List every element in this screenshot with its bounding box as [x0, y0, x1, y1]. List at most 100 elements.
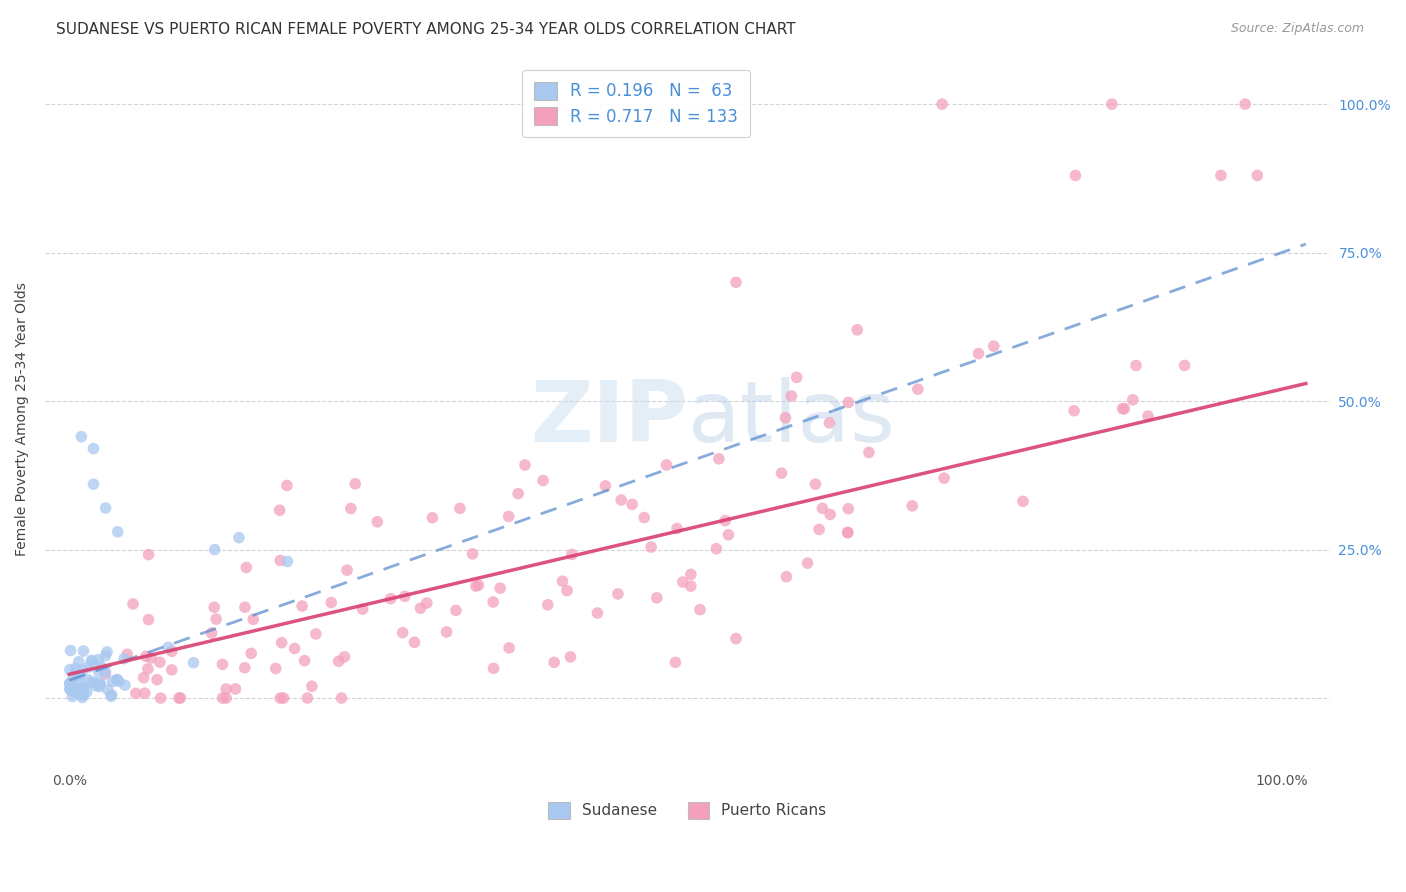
Point — [1012, 494, 1035, 508]
Point — [664, 656, 686, 670]
Point — [679, 567, 702, 582]
Point — [967, 346, 990, 360]
Point — [136, 662, 159, 676]
Point — [89, 680, 111, 694]
Point — [72, 644, 94, 658]
Point — [508, 486, 530, 500]
Point — [80, 654, 103, 668]
Text: Source: ZipAtlas.com: Source: ZipAtlas.com — [1230, 22, 1364, 36]
Point — [837, 525, 859, 540]
Point — [63, 681, 86, 695]
Point — [775, 570, 797, 584]
Point — [82, 442, 104, 456]
Point — [344, 476, 367, 491]
Point — [1063, 403, 1085, 417]
Point — [770, 466, 793, 480]
Point — [931, 97, 953, 112]
Point — [551, 574, 574, 589]
Point — [269, 691, 291, 706]
Point — [645, 591, 668, 605]
Point — [125, 686, 148, 700]
Point — [87, 653, 110, 667]
Point — [240, 646, 263, 660]
Point — [67, 687, 90, 701]
Point — [422, 510, 444, 524]
Point — [291, 599, 314, 613]
Point — [228, 531, 250, 545]
Point — [115, 648, 138, 662]
Point — [724, 632, 747, 646]
Point — [837, 525, 859, 540]
Point — [82, 477, 104, 491]
Point — [837, 501, 859, 516]
Point — [796, 556, 818, 570]
Point — [633, 510, 655, 524]
Point — [72, 683, 94, 698]
Point — [498, 509, 520, 524]
Point — [717, 528, 740, 542]
Point — [269, 503, 291, 517]
Point — [679, 579, 702, 593]
Point — [804, 477, 827, 491]
Point — [775, 410, 797, 425]
Point — [1064, 169, 1087, 183]
Legend: Sudanese, Puerto Ricans: Sudanese, Puerto Ricans — [543, 796, 832, 825]
Point — [204, 542, 226, 557]
Point — [89, 676, 111, 690]
Point — [105, 673, 128, 687]
Point — [416, 596, 439, 610]
Point — [59, 677, 82, 691]
Point — [160, 644, 183, 658]
Point — [1234, 97, 1257, 112]
Point — [66, 669, 89, 683]
Point — [70, 681, 93, 695]
Point — [689, 602, 711, 616]
Point — [606, 587, 628, 601]
Point — [77, 660, 100, 674]
Point — [724, 276, 747, 290]
Point — [333, 649, 356, 664]
Point — [135, 649, 157, 664]
Point — [655, 458, 678, 472]
Point — [80, 675, 103, 690]
Point — [94, 648, 117, 663]
Point — [112, 651, 135, 665]
Point — [89, 678, 111, 692]
Point — [640, 540, 662, 554]
Point — [284, 641, 307, 656]
Point — [70, 430, 93, 444]
Point — [77, 673, 100, 687]
Point — [72, 688, 94, 702]
Point — [100, 688, 122, 702]
Point — [1174, 359, 1197, 373]
Point — [811, 501, 834, 516]
Point — [200, 626, 222, 640]
Point — [62, 690, 84, 704]
Point — [67, 667, 90, 681]
Point — [132, 671, 155, 685]
Point — [537, 598, 560, 612]
Point — [100, 690, 122, 704]
Point — [107, 524, 129, 539]
Point — [1122, 392, 1144, 407]
Point — [149, 655, 172, 669]
Point — [436, 624, 458, 639]
Point — [94, 501, 117, 516]
Point — [146, 673, 169, 687]
Point — [269, 553, 291, 567]
Point — [595, 479, 617, 493]
Point — [560, 649, 582, 664]
Point — [134, 686, 156, 700]
Point — [276, 554, 298, 568]
Point — [818, 508, 841, 522]
Point — [1246, 169, 1268, 183]
Point — [72, 690, 94, 705]
Point — [808, 523, 831, 537]
Point — [59, 663, 82, 677]
Point — [858, 445, 880, 459]
Point — [233, 600, 256, 615]
Point — [160, 663, 183, 677]
Point — [666, 521, 689, 535]
Point — [786, 370, 808, 384]
Point — [139, 651, 162, 665]
